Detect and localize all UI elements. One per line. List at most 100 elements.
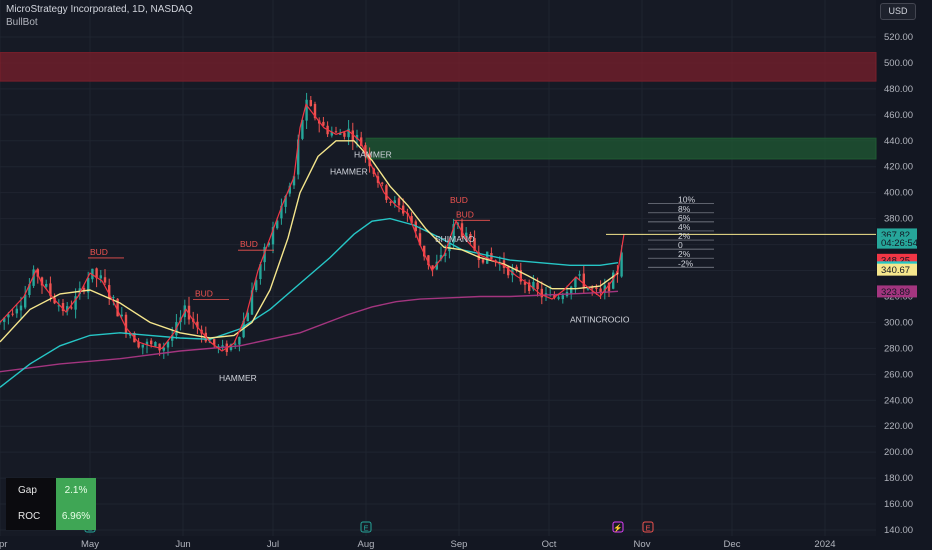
stat-value: 6.96% <box>56 504 96 530</box>
candle-down <box>313 103 317 119</box>
pct-level-label: 2% <box>678 231 691 241</box>
pattern-annotation: ANTINCROCIO <box>570 314 630 324</box>
y-tick-label: 160.00 <box>884 499 913 510</box>
price-tag <box>877 236 917 249</box>
pct-level-label: 6% <box>678 213 691 223</box>
candle-down <box>40 277 44 286</box>
candle-down <box>540 288 543 298</box>
stat-value: 2.1% <box>56 478 96 504</box>
stat-label: Gap <box>6 478 56 504</box>
candle-down <box>523 282 527 285</box>
candle-down <box>599 288 602 293</box>
candle-down <box>108 285 111 299</box>
candle-down <box>507 266 510 276</box>
candle-down <box>351 130 354 142</box>
candle-down <box>582 273 585 289</box>
x-tick-label: May <box>81 539 99 550</box>
candle-down <box>309 100 312 106</box>
event-marker-label: ⚡ <box>613 524 622 533</box>
pct-level-label: 8% <box>678 204 691 214</box>
candle-down <box>124 314 128 334</box>
y-tick-label: 440.00 <box>884 136 913 147</box>
candle-up <box>305 99 308 121</box>
candle-up <box>28 284 31 296</box>
candle-up <box>301 119 304 139</box>
candle-up <box>557 297 560 299</box>
candle-up <box>57 305 60 307</box>
candle-up <box>154 341 157 347</box>
candle-up <box>586 287 590 290</box>
ema-slow-line <box>0 140 619 343</box>
candle-up <box>66 306 69 312</box>
candle-up <box>32 269 35 286</box>
currency-button[interactable]: USD <box>880 3 916 20</box>
candle-down <box>61 303 65 312</box>
candle-up <box>267 242 270 246</box>
x-tick-label: Dec <box>724 539 741 550</box>
candle-up <box>347 128 350 138</box>
candle-up <box>221 345 224 348</box>
candle-down <box>150 340 153 345</box>
candle-up <box>465 232 468 240</box>
candle-up <box>532 281 535 290</box>
x-tick-label: Apr <box>0 539 7 550</box>
candle-up <box>19 305 23 311</box>
candle-down <box>364 145 367 155</box>
candle-down <box>536 282 539 290</box>
candle-up <box>99 275 102 279</box>
y-tick-label: 200.00 <box>884 447 913 458</box>
candle-down <box>519 270 522 282</box>
x-tick-label: Jul <box>267 539 279 550</box>
candle-down <box>49 283 52 296</box>
candle-up <box>112 297 115 299</box>
x-tick-label: Jun <box>175 539 190 550</box>
candle-down <box>473 238 476 251</box>
candle-down <box>528 282 531 292</box>
ema-fast-line <box>0 103 625 352</box>
candle-down <box>187 305 191 320</box>
candle-down <box>158 343 161 351</box>
candle-down <box>116 298 119 317</box>
candle-up <box>330 131 333 136</box>
candle-down <box>343 132 346 137</box>
price-tag-label: 323.89 <box>881 287 910 298</box>
stats-row-gap: Gap 2.1% <box>6 478 96 504</box>
candle-up <box>234 343 237 345</box>
candle-down <box>322 121 325 126</box>
candle-down <box>515 266 518 272</box>
price-tag-label: 367.82 <box>881 230 910 241</box>
pattern-annotation: BUD <box>450 195 468 205</box>
stat-label: ROC <box>6 504 56 530</box>
y-tick-label: 400.00 <box>884 188 913 199</box>
candle-down <box>477 252 480 260</box>
candle-up <box>393 200 396 204</box>
candle-down <box>70 307 73 309</box>
candle-down <box>595 287 598 289</box>
candle-up <box>448 240 451 252</box>
candle-up <box>435 261 438 270</box>
candle-down <box>11 313 14 315</box>
price-tag-label: 04:26:54 <box>881 238 918 249</box>
candle-up <box>45 283 48 287</box>
candle-down <box>82 288 86 291</box>
candle-up <box>250 290 254 315</box>
price-tag <box>877 263 917 276</box>
candle-up <box>3 317 6 322</box>
pattern-annotation: HAMMER <box>219 373 257 383</box>
y-tick-label: 180.00 <box>884 473 913 484</box>
candle-up <box>612 272 615 289</box>
candle-up <box>444 253 447 257</box>
resistance-zone <box>0 52 877 82</box>
pattern-annotation: BUD <box>456 209 474 219</box>
candle-down <box>410 215 413 223</box>
y-tick-label: 260.00 <box>884 369 913 380</box>
y-tick-label: 520.00 <box>884 32 913 43</box>
pattern-annotation: SHIMANO <box>435 234 475 244</box>
indicator-name[interactable]: BullBot <box>6 17 38 28</box>
candle-down <box>368 153 371 167</box>
candle-up <box>603 285 606 293</box>
candle-down <box>469 234 472 239</box>
y-tick-label: 220.00 <box>884 421 913 432</box>
candle-up <box>284 195 287 207</box>
